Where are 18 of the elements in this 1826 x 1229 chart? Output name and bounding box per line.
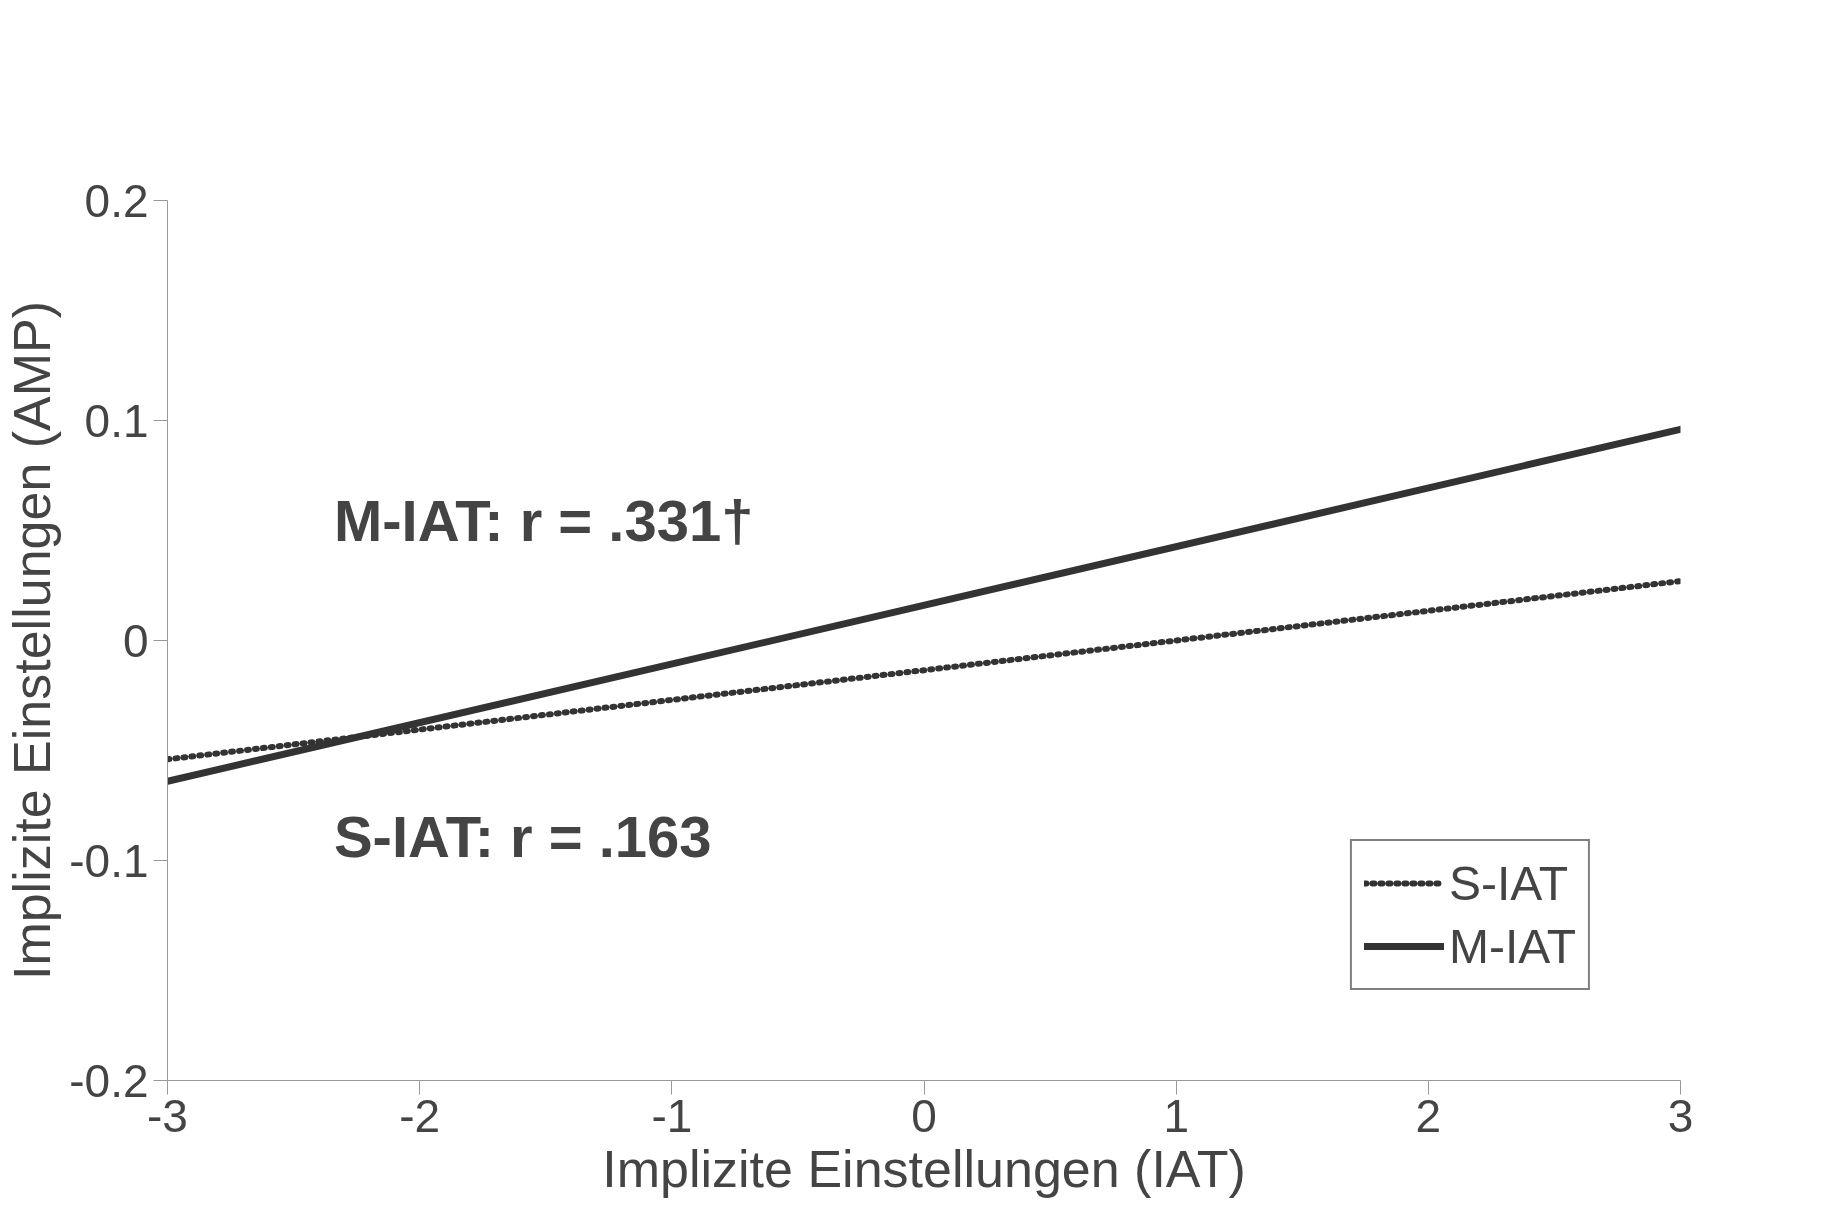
legend-label: S-IAT	[1448, 855, 1569, 912]
x-tick-label: -3	[147, 1089, 188, 1142]
legend-label: M-IAT	[1448, 918, 1576, 975]
annotation: M-IAT: r = .331†	[333, 487, 754, 553]
y-tick-label: 0.2	[84, 174, 149, 227]
x-tick-label: 1	[1163, 1089, 1189, 1142]
x-tick-label: -2	[399, 1089, 441, 1142]
annotation: S-IAT: r = .163	[333, 804, 712, 870]
y-tick-label: 0.1	[84, 394, 149, 447]
x-tick-label: 0	[911, 1089, 937, 1142]
x-tick-label: 3	[1667, 1089, 1694, 1142]
y-axis-title: Implizite Einstellungen (AMP)	[3, 300, 62, 981]
y-tick-label: 0	[122, 614, 149, 667]
y-tick-label: -0.2	[69, 1054, 149, 1107]
x-tick-label: -1	[651, 1089, 693, 1142]
y-tick-label: -0.1	[69, 834, 149, 887]
x-axis-title: Implizite Einstellungen (IAT)	[602, 1139, 1246, 1198]
x-tick-label: 2	[1415, 1089, 1442, 1142]
